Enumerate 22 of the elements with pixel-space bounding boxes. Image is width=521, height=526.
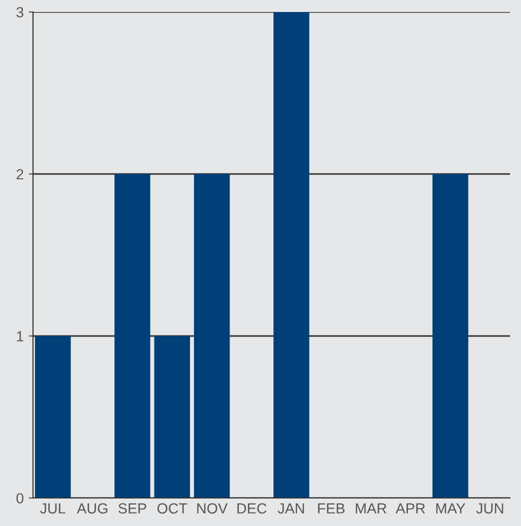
x-tick-label: APR — [396, 503, 425, 514]
bar — [273, 12, 310, 498]
x-tick-label: OCT — [157, 503, 188, 514]
x-tick-label: MAY — [436, 503, 466, 514]
y-tick-label: 1 — [16, 331, 24, 342]
bar — [34, 336, 71, 498]
x-tick-label: SEP — [118, 503, 146, 514]
x-tick-label: JUL — [40, 503, 66, 514]
x-tick-label: AUG — [76, 503, 108, 514]
bar — [432, 174, 468, 498]
x-tick-label: NOV — [197, 503, 228, 514]
bar — [154, 336, 190, 498]
x-tick-label: DEC — [237, 503, 266, 514]
x-tick-label: JAN — [278, 503, 304, 514]
y-tick-label: 3 — [16, 7, 24, 18]
x-tick-label: FEB — [318, 503, 345, 514]
bar — [194, 174, 230, 498]
y-tick-label: 2 — [16, 169, 24, 180]
x-tick-label: JUN — [476, 503, 504, 514]
x-tick-label: MAR — [356, 503, 386, 514]
y-tick-label: 0 — [16, 493, 24, 504]
bar — [114, 174, 150, 498]
